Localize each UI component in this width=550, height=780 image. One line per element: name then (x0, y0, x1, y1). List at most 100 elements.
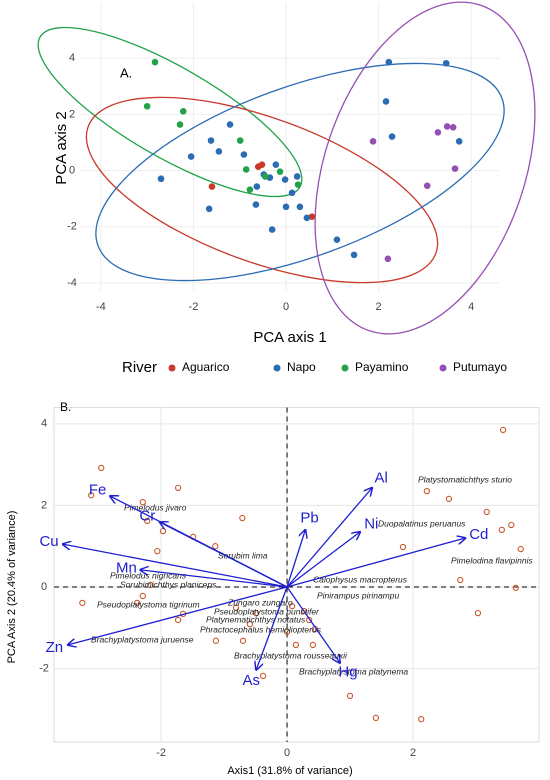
point (157, 175, 165, 183)
species-label: Pimelodus jivaro (124, 502, 187, 512)
point (434, 129, 442, 136)
point (253, 609, 260, 617)
point (442, 59, 450, 67)
point (455, 138, 463, 145)
loading-label: Zn (46, 639, 64, 656)
point (303, 214, 311, 222)
point (212, 637, 220, 644)
point (252, 201, 260, 208)
point (259, 672, 267, 680)
ellipse-putumayo (314, 1, 536, 335)
species-label: Pimelodina flavipinnis (451, 555, 533, 565)
point (283, 628, 291, 636)
loading-label: As (243, 672, 261, 689)
point (133, 599, 141, 607)
point (208, 183, 216, 190)
y-tick-label: 0 (69, 164, 75, 176)
point (449, 124, 457, 131)
x-tick-label: 0 (284, 747, 290, 759)
point (239, 514, 246, 522)
point (288, 603, 296, 610)
x-tick-label: -2 (156, 747, 166, 759)
point (226, 121, 234, 128)
loading-label: Cd (469, 526, 488, 543)
point (294, 181, 302, 188)
x-tick-label: 2 (410, 747, 416, 759)
point (139, 498, 146, 506)
legend-label: Aguarico (182, 360, 230, 374)
y-tick-label: 0 (41, 581, 47, 593)
point (79, 599, 86, 607)
point (282, 203, 290, 211)
legend-swatch (341, 364, 349, 372)
point (384, 255, 392, 263)
point (272, 161, 280, 168)
species-label: Sorubim lima (218, 550, 268, 560)
ellipse-aguarico (85, 96, 439, 284)
species-label: Pseudoplatystoma punctifer (214, 606, 320, 616)
y-tick-label: -2 (67, 221, 77, 233)
point (174, 484, 182, 492)
panel-label: A. (120, 65, 132, 80)
point (276, 168, 284, 176)
legend-swatch (168, 364, 176, 372)
species-label: Duopalatinus peruanus (378, 518, 466, 528)
point (236, 137, 244, 144)
point (296, 203, 304, 211)
y-tick-label: 4 (41, 418, 47, 430)
point (508, 521, 515, 529)
point (281, 176, 289, 183)
y-tick-label: 2 (41, 499, 47, 511)
point (346, 692, 354, 700)
point (457, 576, 464, 584)
point (474, 609, 482, 617)
point (369, 138, 377, 145)
species-label: Platynematichthys notatus (206, 614, 306, 624)
point (144, 517, 151, 525)
species-label: Sorubimichthys planiceps (120, 579, 217, 589)
loading-label: Ni (364, 516, 378, 533)
point (499, 426, 507, 434)
loading-arrow (256, 586, 288, 670)
point (418, 716, 425, 723)
loading-arrow (286, 530, 305, 588)
x-axis-label: PCA axis 1 (253, 329, 326, 346)
point (451, 165, 459, 172)
loading-arrow (286, 532, 360, 588)
point (512, 584, 519, 591)
x-tick-label: -2 (189, 301, 199, 313)
loading-label: Al (375, 470, 388, 487)
y-tick-label: -2 (39, 662, 49, 674)
point (350, 251, 358, 259)
loading-arrow (68, 586, 288, 645)
species-label: Calophysus macropterus (313, 574, 408, 584)
loading-label: Mn (116, 559, 137, 576)
point (232, 604, 240, 611)
point (385, 58, 393, 66)
point (253, 183, 261, 190)
x-tick-label: -4 (96, 301, 106, 313)
legend-label: Napo (287, 360, 316, 374)
point (388, 133, 396, 140)
point (98, 464, 105, 472)
loading-arrow (63, 544, 288, 588)
species-label: Zungaro zungaro (227, 597, 293, 607)
x-axis-label: Axis1 (31.8% of variance) (227, 765, 352, 777)
point (372, 714, 380, 722)
point (143, 102, 151, 110)
point (187, 153, 195, 160)
species-label: Pseudoplatystoma tigrinum (97, 599, 200, 609)
ellipse-napo (95, 62, 505, 282)
point (443, 123, 451, 130)
species-label: Brachyplatystoma platynema (299, 666, 408, 676)
legend-label: Putumayo (453, 360, 507, 374)
loading-arrow (286, 586, 340, 663)
loading-arrow (286, 488, 372, 588)
point (215, 148, 223, 155)
point (246, 620, 254, 628)
point (483, 508, 490, 516)
ellipses (37, 1, 536, 335)
point (305, 616, 313, 624)
species-label: Brachyplatystoma rousseauxii (234, 650, 348, 660)
point (445, 495, 453, 503)
